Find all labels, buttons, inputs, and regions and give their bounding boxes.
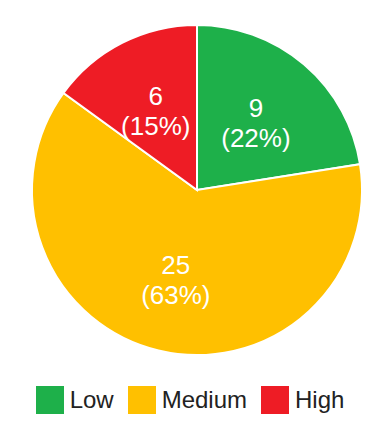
- html-text:High: High: [295, 386, 345, 413]
- svg-text:9(22%): 9(22%): [221, 93, 290, 153]
- svg-text:25(63%): 25(63%): [141, 250, 210, 310]
- svg-text:6(15%): 6(15%): [121, 81, 190, 141]
- html-text:Low: Low: [69, 386, 114, 413]
- html-text:Medium: Medium: [161, 386, 247, 413]
